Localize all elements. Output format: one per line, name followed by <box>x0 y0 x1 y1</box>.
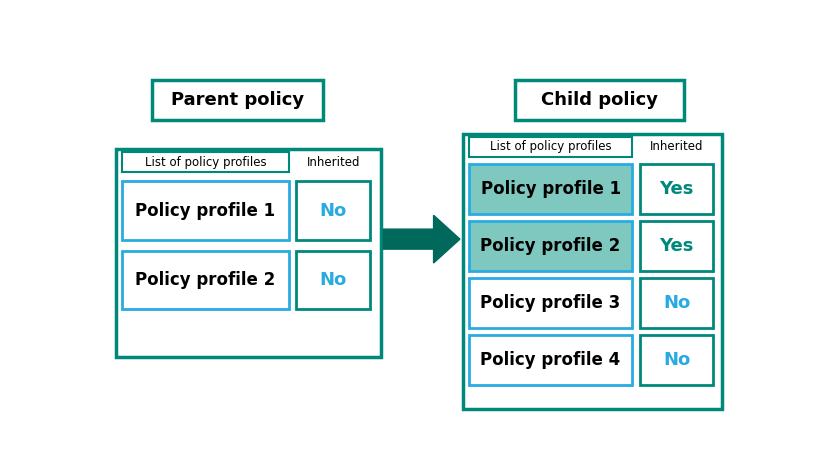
Text: Yes: Yes <box>659 180 694 198</box>
Bar <box>152 80 323 120</box>
Polygon shape <box>383 215 460 263</box>
Bar <box>640 164 713 214</box>
Text: List of policy profiles: List of policy profiles <box>144 156 267 169</box>
Bar <box>469 221 632 271</box>
Text: No: No <box>663 351 690 369</box>
Text: Policy profile 1: Policy profile 1 <box>481 180 621 198</box>
Text: Inherited: Inherited <box>650 140 703 153</box>
Text: No: No <box>319 271 347 289</box>
Bar <box>297 251 370 309</box>
Text: Policy profile 2: Policy profile 2 <box>135 271 275 289</box>
Bar <box>122 181 289 240</box>
Text: List of policy profiles: List of policy profiles <box>490 140 611 153</box>
Text: Policy profile 2: Policy profile 2 <box>481 237 621 255</box>
Bar <box>469 278 632 328</box>
Bar <box>297 181 370 240</box>
Bar <box>463 134 722 409</box>
Bar <box>640 336 713 385</box>
Bar <box>469 137 632 157</box>
Text: Child policy: Child policy <box>541 91 658 109</box>
Text: Parent policy: Parent policy <box>171 91 304 109</box>
Bar <box>515 80 684 120</box>
Text: Policy profile 3: Policy profile 3 <box>481 294 621 312</box>
Bar <box>640 278 713 328</box>
Text: No: No <box>319 202 347 219</box>
Bar <box>122 152 289 172</box>
Text: No: No <box>663 294 690 312</box>
Bar <box>640 221 713 271</box>
Bar <box>469 164 632 214</box>
Text: Policy profile 1: Policy profile 1 <box>135 202 275 219</box>
Bar <box>116 149 381 357</box>
Text: Yes: Yes <box>659 237 694 255</box>
Bar <box>469 336 632 385</box>
Bar <box>122 251 289 309</box>
Text: Inherited: Inherited <box>306 156 360 169</box>
Text: Policy profile 4: Policy profile 4 <box>481 351 621 369</box>
